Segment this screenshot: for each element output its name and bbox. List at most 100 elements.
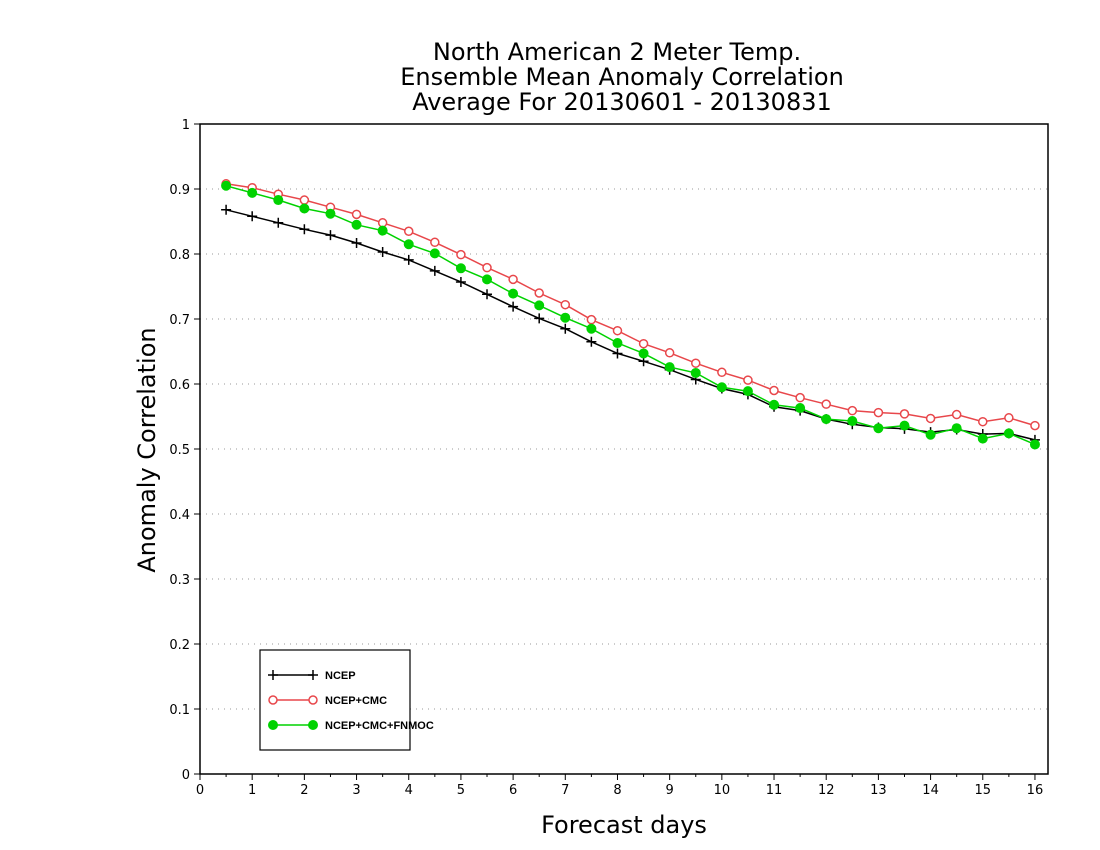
x-tick-label: 14 xyxy=(922,783,939,798)
data-point-ncep-cmc-fnmoc xyxy=(769,399,780,410)
legend-marker-ncep-cmc xyxy=(268,695,278,705)
data-point-ncep xyxy=(377,247,388,258)
data-point-ncep-cmc xyxy=(951,409,962,420)
data-point-ncep-cmc-fnmoc xyxy=(1029,439,1040,450)
legend-marker-ncep xyxy=(268,670,278,680)
series-ncep-cmc-fnmoc xyxy=(221,180,1040,450)
data-point-ncep-cmc-fnmoc xyxy=(325,208,336,219)
x-tick-label: 8 xyxy=(613,783,621,798)
data-point-ncep-cmc xyxy=(534,288,544,298)
data-point-ncep-cmc-fnmoc xyxy=(821,414,832,425)
data-point-ncep-cmc xyxy=(925,413,936,424)
data-point-ncep-cmc xyxy=(691,358,701,368)
data-point-ncep-cmc-fnmoc xyxy=(247,187,258,198)
data-point-ncep xyxy=(299,224,310,235)
x-tick-label: 16 xyxy=(1027,783,1044,798)
data-point-ncep-cmc-fnmoc xyxy=(560,312,571,323)
series-line-ncep xyxy=(225,209,1036,441)
data-point-ncep-cmc xyxy=(1004,413,1014,423)
x-axis-label: Forecast days xyxy=(541,811,707,839)
x-tick-label: 7 xyxy=(561,783,569,798)
series-line-ncep-cmc-fnmoc xyxy=(225,185,1036,446)
data-point-ncep-cmc xyxy=(1030,420,1040,431)
data-point-ncep xyxy=(508,301,519,312)
data-point-ncep-cmc xyxy=(456,249,466,260)
y-tick-label: 0.2 xyxy=(169,638,190,653)
data-point-ncep-cmc xyxy=(795,392,805,403)
data-point-ncep xyxy=(403,254,414,265)
plot-series xyxy=(221,179,1040,450)
data-point-ncep-cmc xyxy=(769,385,779,396)
data-point-ncep-cmc-fnmoc xyxy=(664,362,675,373)
data-point-ncep-cmc-fnmoc xyxy=(299,203,310,214)
legend: NCEP NCEP+CMC NCEP+CMC+FNMOC xyxy=(259,649,434,751)
y-tick-label: 0.6 xyxy=(169,378,190,393)
y-tick-label: 0.9 xyxy=(169,183,190,198)
data-point-ncep xyxy=(612,348,623,359)
data-point-ncep-cmc-fnmoc xyxy=(586,323,597,334)
data-point-ncep xyxy=(429,265,440,276)
axes: 00.10.20.30.40.50.60.70.80.910 1 2 3 4 5 6 7 8 9 1… xyxy=(169,118,1043,798)
data-point-ncep xyxy=(351,237,362,248)
legend-marker-ncep-cmc-fnmoc xyxy=(268,720,278,730)
x-tick-label: 13 xyxy=(870,783,887,798)
data-point-ncep-cmc-fnmoc xyxy=(221,180,232,191)
data-point-ncep-cmc xyxy=(664,348,675,358)
y-tick-label: 0.7 xyxy=(169,313,190,328)
data-point-ncep-cmc xyxy=(586,314,597,325)
data-point-ncep xyxy=(247,211,258,222)
data-point-ncep-cmc-fnmoc xyxy=(455,263,466,274)
data-point-ncep-cmc-fnmoc xyxy=(377,225,388,236)
series-ncep-cmc xyxy=(221,179,1040,431)
data-point-ncep-cmc-fnmoc xyxy=(612,338,623,349)
legend-marker-ncep xyxy=(308,670,318,680)
data-point-ncep-cmc-fnmoc xyxy=(429,248,440,259)
x-tick-label: 9 xyxy=(666,783,674,798)
x-tick-label: 0 xyxy=(196,783,204,798)
data-point-ncep-cmc xyxy=(560,299,571,310)
data-point-ncep-cmc-fnmoc xyxy=(977,433,988,444)
data-point-ncep xyxy=(221,204,232,215)
data-point-ncep-cmc xyxy=(508,274,518,285)
data-point-ncep-cmc xyxy=(743,375,753,385)
data-point-ncep-cmc-fnmoc xyxy=(873,423,884,434)
data-point-ncep xyxy=(325,230,336,241)
data-point-ncep-cmc-fnmoc xyxy=(403,239,414,250)
data-point-ncep-cmc xyxy=(638,338,649,349)
data-point-ncep-cmc-fnmoc xyxy=(508,288,519,299)
data-point-ncep-cmc xyxy=(873,407,884,418)
data-point-ncep-cmc-fnmoc xyxy=(690,367,701,378)
chart-title-line-1: North American 2 Meter Temp. xyxy=(433,38,801,66)
x-tick-label: 6 xyxy=(509,783,517,798)
data-point-ncep-cmc-fnmoc xyxy=(351,219,362,230)
data-point-ncep-cmc xyxy=(978,416,988,427)
data-point-ncep-cmc-fnmoc xyxy=(482,274,493,285)
data-point-ncep-cmc xyxy=(847,405,858,416)
y-tick-label: 0.3 xyxy=(169,573,190,588)
data-point-ncep xyxy=(455,276,466,287)
data-point-ncep xyxy=(586,336,597,347)
data-point-ncep-cmc-fnmoc xyxy=(925,429,936,440)
x-tick-label: 2 xyxy=(300,783,308,798)
data-point-ncep-cmc-fnmoc xyxy=(951,423,962,434)
legend-label-ncep: NCEP xyxy=(325,670,356,682)
legend-label-ncep-cmc-fnmoc: NCEP+CMC+FNMOC xyxy=(325,720,434,732)
chart-title-line-2: Ensemble Mean Anomaly Correlation xyxy=(400,63,844,91)
data-point-ncep xyxy=(534,313,545,324)
y-tick-label: 0.1 xyxy=(169,703,190,718)
data-point-ncep-cmc xyxy=(299,195,310,205)
data-point-ncep-cmc xyxy=(899,409,910,419)
data-point-ncep-cmc-fnmoc xyxy=(534,300,545,311)
y-tick-label: 0 xyxy=(182,768,190,783)
chart-title-line-3: Average For 20130601 - 20130831 xyxy=(412,88,832,116)
data-point-ncep-cmc xyxy=(612,325,623,336)
data-point-ncep-cmc-fnmoc xyxy=(716,382,727,393)
y-tick-label: 0.5 xyxy=(169,443,190,458)
data-point-ncep-cmc xyxy=(717,367,727,378)
series-line-ncep-cmc xyxy=(225,183,1036,427)
y-tick-label: 0.8 xyxy=(169,248,190,263)
x-tick-label: 5 xyxy=(457,783,465,798)
series-ncep xyxy=(221,204,1040,445)
x-tick-label: 3 xyxy=(352,783,360,798)
